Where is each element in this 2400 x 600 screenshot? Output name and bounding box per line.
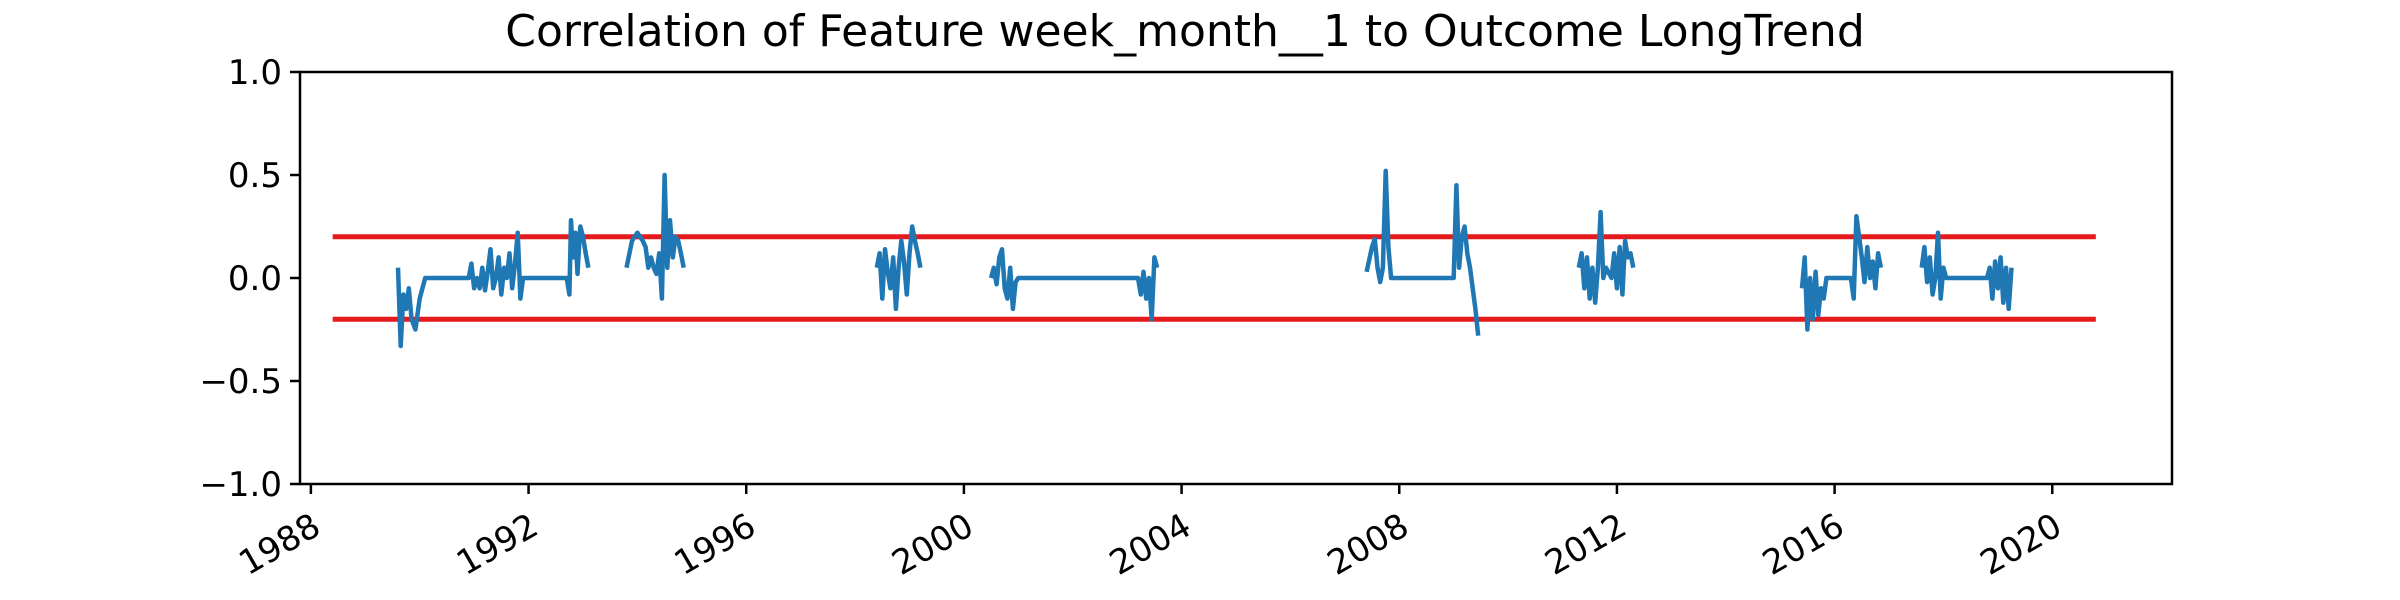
series-line-segment-6 — [1576, 209, 1636, 305]
axes-frame — [298, 70, 2174, 486]
x-tick-label: 2016 — [1756, 506, 1851, 584]
x-tick-label: 2000 — [885, 506, 980, 584]
threshold-lines — [332, 234, 2096, 322]
y-tick-label: −1.0 — [199, 465, 282, 505]
x-tick-label: 2004 — [1103, 506, 1198, 584]
y-tick-label: 0.0 — [228, 259, 282, 299]
series-lines — [395, 168, 2014, 349]
x-tick-label: 2012 — [1538, 506, 1633, 584]
y-tick-label: 1.0 — [228, 53, 282, 93]
x-tick-label: 1992 — [450, 506, 545, 584]
x-axis: 1988 1992 1996 2000 2004 2008 2012 2016 2020 — [232, 484, 2069, 584]
chart-title: Correlation of Feature week_month__1 to … — [505, 6, 1865, 57]
series-line-segment-7 — [1799, 213, 1884, 332]
x-tick-label: 2008 — [1321, 506, 1416, 584]
x-tick-label: 1988 — [232, 506, 327, 584]
series-line-segment-8 — [1919, 230, 2014, 312]
series-line-segment-1 — [395, 218, 591, 349]
series-line-segment-5 — [1364, 168, 1481, 336]
x-tick-label: 1996 — [668, 506, 763, 584]
y-tick-label: 0.5 — [228, 156, 282, 196]
series-line-segment-2 — [624, 172, 686, 301]
y-tick-label: −0.5 — [199, 362, 282, 402]
x-tick-label: 2020 — [1974, 506, 2069, 584]
series-line-segment-4 — [988, 246, 1160, 322]
y-axis: 1.0 0.5 0.0 −0.5 −1.0 — [199, 53, 300, 505]
plot-area — [298, 70, 2174, 486]
series-line-segment-3 — [874, 224, 923, 312]
